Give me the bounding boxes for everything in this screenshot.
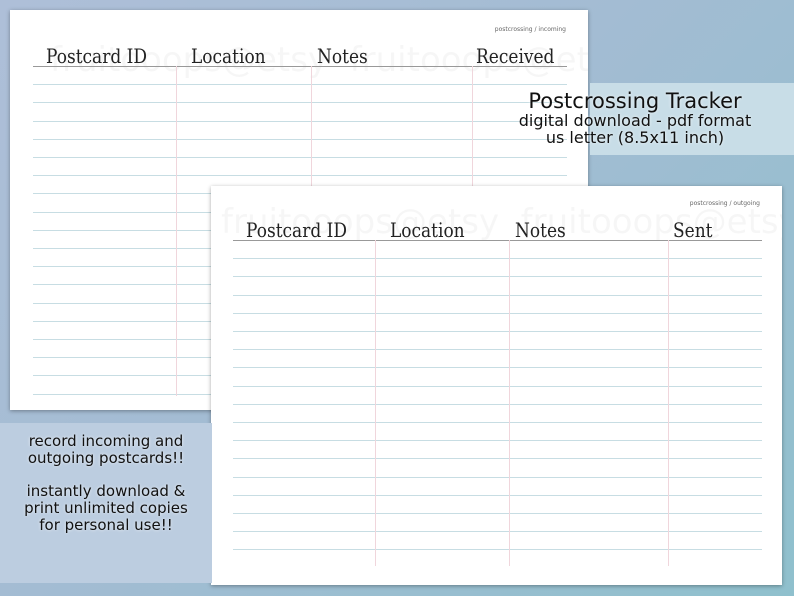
promo-panel: record incoming and outgoing postcards!!… — [0, 423, 212, 583]
outgoing-sheet: fruitooops@etsy fruitooops@etsy postcros… — [211, 186, 782, 585]
breadcrumb: postcrossing / outgoing — [689, 200, 760, 207]
column-divider — [375, 240, 376, 566]
column-header-sent: Sent — [673, 218, 713, 242]
column-divider — [176, 66, 177, 396]
column-header-location: Location — [390, 218, 465, 242]
title-panel: Postcrossing Tracker digital download - … — [490, 90, 780, 146]
product-size: us letter (8.5x11 inch) — [545, 128, 725, 147]
row-rule — [33, 84, 567, 85]
promo-line-1: record incoming and outgoing postcards!! — [27, 432, 185, 467]
title-panel-bg — [590, 83, 794, 155]
breadcrumb: postcrossing / incoming — [494, 26, 566, 33]
row-rule — [33, 157, 567, 158]
row-rule — [33, 102, 567, 103]
column-header-postcard-id: Postcard ID — [46, 44, 147, 68]
row-rule — [233, 422, 762, 423]
header-rule — [233, 240, 762, 241]
product-title: Postcrossing Tracker — [528, 89, 742, 113]
row-rule — [33, 175, 567, 176]
row-rule — [233, 331, 762, 332]
column-divider — [509, 240, 510, 566]
row-rule — [33, 121, 567, 122]
product-subtitle: digital download - pdf format — [518, 111, 752, 130]
row-rule — [233, 477, 762, 478]
row-rule — [233, 295, 762, 296]
row-rule — [233, 549, 762, 550]
column-header-received: Received — [476, 44, 555, 68]
row-rule — [233, 367, 762, 368]
row-rule — [233, 404, 762, 405]
row-rule — [233, 440, 762, 441]
row-rule — [233, 513, 762, 514]
row-rule — [233, 313, 762, 314]
row-rule — [233, 276, 762, 277]
row-rule — [233, 386, 762, 387]
column-divider — [668, 240, 669, 566]
row-rule — [233, 258, 762, 259]
column-header-location: Location — [191, 44, 266, 68]
promo-line-2: instantly download & print unlimited cop… — [24, 482, 188, 534]
row-rule — [233, 458, 762, 459]
row-rule — [233, 531, 762, 532]
column-header-postcard-id: Postcard ID — [246, 218, 347, 242]
column-header-notes: Notes — [515, 218, 566, 242]
header-rule — [33, 66, 567, 67]
row-rule — [233, 349, 762, 350]
row-rule — [33, 139, 567, 140]
row-rule — [233, 495, 762, 496]
column-header-notes: Notes — [317, 44, 368, 68]
